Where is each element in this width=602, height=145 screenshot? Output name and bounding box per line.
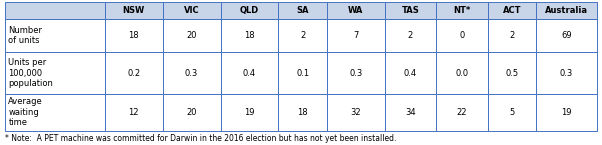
Text: 0.5: 0.5	[505, 69, 518, 78]
Text: Number
of units: Number of units	[8, 26, 42, 45]
Text: 19: 19	[244, 108, 255, 117]
Text: NSW: NSW	[122, 6, 144, 15]
Bar	[436, 94, 488, 130]
Bar	[488, 52, 536, 94]
Text: WA: WA	[348, 6, 364, 15]
Bar	[385, 2, 436, 19]
Text: 0.3: 0.3	[185, 69, 198, 78]
Bar	[536, 52, 597, 94]
Bar	[279, 52, 327, 94]
Bar	[488, 94, 536, 130]
Bar	[436, 2, 488, 19]
Text: 2: 2	[509, 31, 515, 40]
Text: 0.4: 0.4	[243, 69, 256, 78]
Bar	[163, 2, 220, 19]
Bar	[220, 52, 279, 94]
Text: * Note:  A PET machine was committed for Darwin in the 2016 election but has not: * Note: A PET machine was committed for …	[5, 134, 396, 143]
Text: 0.2: 0.2	[127, 69, 140, 78]
Bar	[279, 2, 327, 19]
Text: 19: 19	[561, 108, 572, 117]
Bar	[488, 2, 536, 19]
Text: 7: 7	[353, 31, 358, 40]
Text: 22: 22	[457, 108, 467, 117]
Text: 20: 20	[186, 108, 197, 117]
Text: 20: 20	[186, 31, 197, 40]
Bar	[105, 2, 163, 19]
Text: Units per
100,000
population: Units per 100,000 population	[8, 58, 54, 88]
Text: 0.1: 0.1	[296, 69, 309, 78]
Text: 69: 69	[561, 31, 572, 40]
Text: 34: 34	[405, 108, 416, 117]
Bar	[385, 94, 436, 130]
Bar	[105, 19, 163, 52]
Text: 18: 18	[297, 108, 308, 117]
Bar	[327, 2, 385, 19]
Text: 12: 12	[128, 108, 139, 117]
Text: 0.3: 0.3	[560, 69, 573, 78]
Bar	[220, 94, 279, 130]
Text: SA: SA	[296, 6, 309, 15]
Text: 0.3: 0.3	[349, 69, 362, 78]
Bar	[436, 52, 488, 94]
Bar	[536, 2, 597, 19]
Text: 18: 18	[244, 31, 255, 40]
Text: 2: 2	[300, 31, 305, 40]
Text: QLD: QLD	[240, 6, 259, 15]
Text: 18: 18	[128, 31, 139, 40]
Bar	[279, 19, 327, 52]
Bar	[536, 19, 597, 52]
Text: Australia: Australia	[545, 6, 588, 15]
Bar	[5, 2, 105, 19]
Bar	[536, 94, 597, 130]
Text: 0.4: 0.4	[404, 69, 417, 78]
Bar	[105, 52, 163, 94]
Bar	[163, 94, 220, 130]
Text: Average
waiting
time: Average waiting time	[8, 97, 43, 127]
Text: 0.0: 0.0	[455, 69, 468, 78]
Bar	[5, 94, 105, 130]
Bar	[279, 94, 327, 130]
Text: 2: 2	[408, 31, 413, 40]
Bar	[105, 94, 163, 130]
Text: VIC: VIC	[184, 6, 199, 15]
Bar	[163, 19, 220, 52]
Bar	[5, 19, 105, 52]
Text: NT*: NT*	[453, 6, 471, 15]
Text: 0: 0	[459, 31, 465, 40]
Bar	[327, 19, 385, 52]
Bar	[385, 19, 436, 52]
Text: 5: 5	[509, 108, 515, 117]
Bar	[220, 19, 279, 52]
Bar	[220, 2, 279, 19]
Bar	[327, 94, 385, 130]
Bar	[5, 52, 105, 94]
Bar	[488, 19, 536, 52]
Text: 32: 32	[350, 108, 361, 117]
Bar	[163, 52, 220, 94]
Bar	[436, 19, 488, 52]
Bar	[385, 52, 436, 94]
Text: TAS: TAS	[402, 6, 420, 15]
Bar	[327, 52, 385, 94]
Text: ACT: ACT	[503, 6, 521, 15]
